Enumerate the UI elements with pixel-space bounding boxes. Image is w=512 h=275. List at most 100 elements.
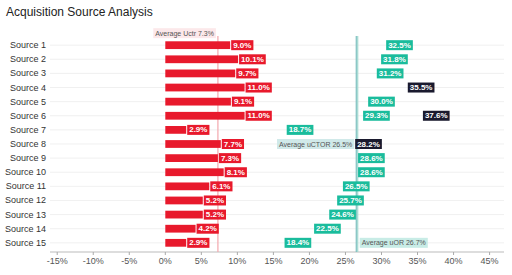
value-marker — [287, 125, 314, 135]
average-label-group: Average uOR 26.7% — [360, 238, 428, 248]
x-tick-label: -15% — [47, 256, 68, 266]
title: Acquisition Source Analysis — [6, 5, 153, 19]
bar — [165, 112, 244, 120]
grid — [50, 45, 504, 243]
grid-line — [50, 228, 504, 229]
bar — [165, 70, 235, 78]
value-marker — [285, 238, 312, 248]
data-label-group: 11.0% — [246, 83, 272, 93]
grid-line — [50, 214, 504, 215]
y-tick-label: Source 11 — [6, 181, 46, 191]
data-label: 35.5% — [410, 83, 433, 92]
data-label-group: 7.3% — [219, 153, 241, 163]
y-axis: Source 1Source 2Source 3Source 4Source 5… — [5, 40, 46, 248]
data-label: 25.7% — [339, 196, 362, 205]
value-marker — [381, 54, 408, 64]
value-marker — [363, 111, 390, 121]
bar — [165, 225, 195, 233]
x-tick-label: 25% — [336, 256, 354, 266]
bar — [165, 239, 186, 247]
data-label-group: 4.2% — [197, 224, 219, 234]
x-tick — [417, 252, 418, 255]
data-label: 28.6% — [360, 154, 383, 163]
value-marker — [314, 224, 341, 234]
x-tick-label: 45% — [481, 256, 499, 266]
data-label: 11.0% — [248, 83, 270, 92]
average-label-bg — [277, 139, 354, 149]
data-label-bg — [187, 238, 209, 248]
y-tick-label: Source 7 — [10, 125, 46, 135]
average-label-group: Average Uctr 7.3% — [153, 28, 216, 38]
bar — [165, 168, 223, 176]
data-label: 11.0% — [248, 111, 270, 120]
x-tick — [273, 252, 274, 255]
data-label: 26.5% — [345, 182, 368, 191]
y-tick-label: Source 12 — [5, 195, 46, 205]
x-tick — [309, 252, 310, 255]
data-label: 9.1% — [234, 97, 252, 106]
data-label: 7.3% — [221, 154, 239, 163]
bar — [165, 140, 220, 148]
y-tick-label: Source 2 — [10, 54, 46, 64]
data-label-bg — [187, 125, 209, 135]
data-label-group: 10.1% — [239, 54, 266, 64]
average-label: Average Uctr 7.3% — [155, 30, 214, 38]
grid-line — [50, 45, 504, 46]
x-tick — [201, 252, 202, 255]
y-tick-label: Source 13 — [5, 210, 46, 220]
bar — [165, 41, 230, 49]
bar — [165, 84, 244, 92]
data-label-bg — [231, 40, 253, 50]
x-tick — [345, 252, 346, 255]
labels: 9.0%10.1%9.7%11.0%9.1%11.0%2.9%7.7%7.3%8… — [153, 28, 447, 248]
grid-line — [50, 158, 504, 159]
data-label: 24.6% — [331, 210, 354, 219]
y-tick-label: Source 10 — [5, 167, 46, 177]
x-tick — [165, 252, 166, 255]
x-tick-label: 20% — [300, 256, 318, 266]
chart: Acquisition Source Analysis Source 1 Sourc… — [0, 0, 512, 275]
data-label-group: 5.2% — [204, 195, 226, 205]
grid-line — [50, 186, 504, 187]
x-tick — [129, 252, 130, 255]
grid-line — [50, 200, 504, 201]
data-label-bg — [222, 139, 244, 149]
data-label: 28.2% — [357, 140, 380, 149]
bar — [165, 211, 202, 219]
grid-line — [50, 242, 504, 243]
data-label: 5.2% — [206, 196, 224, 205]
data-label: 9.7% — [238, 69, 256, 78]
x-tick — [489, 252, 490, 255]
data-label: 18.4% — [287, 238, 310, 247]
data-label: 5.2% — [206, 210, 224, 219]
data-label-bg — [236, 68, 258, 78]
data-label-bg — [232, 97, 254, 107]
x-tick-label: 10% — [228, 256, 246, 266]
x-tick-label: 30% — [372, 256, 390, 266]
x-axis: -15%-10%-5%0%5%10%15%20%25%30%35%40%45% — [47, 252, 504, 266]
x-tick — [453, 252, 454, 255]
data-label-group: 9.1% — [232, 97, 254, 107]
x-tick-label: -10% — [83, 256, 104, 266]
x-tick-label: 0% — [159, 256, 172, 266]
x-tick-label: 40% — [445, 256, 463, 266]
value-marker — [408, 83, 435, 93]
data-label-bg — [197, 224, 219, 234]
y-tick-label: Source 1 — [10, 40, 46, 50]
data-label: 31.2% — [379, 69, 402, 78]
data-label: 9.0% — [233, 41, 251, 50]
data-label-bg — [204, 195, 226, 205]
y-tick-label: Source 9 — [10, 153, 46, 163]
average-label-group: Average uCTOR 26.5% — [277, 139, 354, 149]
data-label-group: 2.9% — [187, 238, 209, 248]
value-marker — [355, 139, 382, 149]
data-label-group: 11.0% — [246, 111, 272, 121]
data-label-bg — [204, 210, 226, 220]
y-tick-label: Source 5 — [10, 97, 46, 107]
data-label: 22.5% — [316, 224, 339, 233]
grid-line — [50, 129, 504, 130]
y-tick-label: Source 8 — [10, 139, 46, 149]
y-tick-label: Source 3 — [10, 68, 46, 78]
data-label-group: 9.0% — [231, 40, 253, 50]
value-marker — [368, 97, 395, 107]
